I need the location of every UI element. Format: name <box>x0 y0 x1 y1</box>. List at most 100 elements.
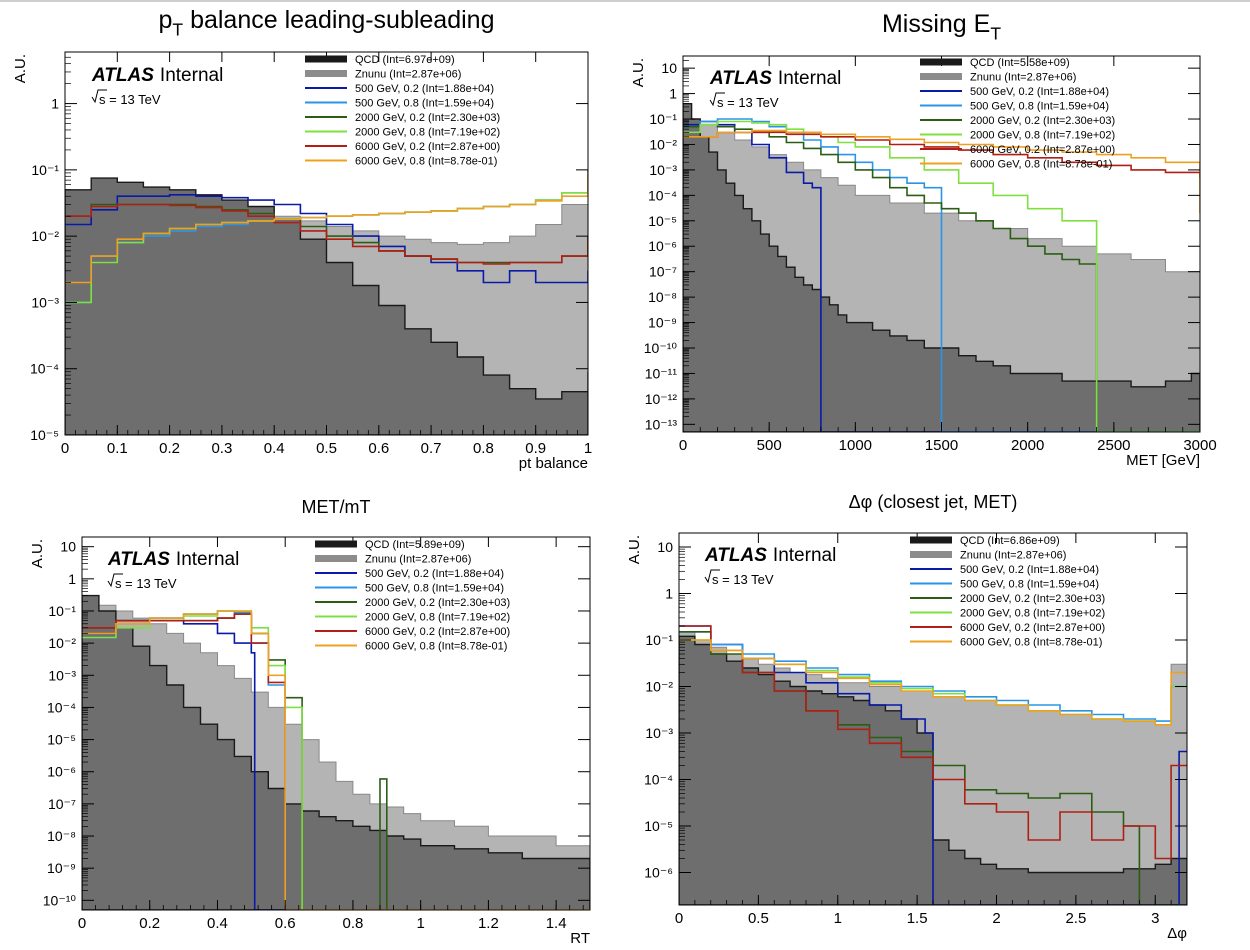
x-tick-label: 0.8 <box>473 440 494 457</box>
y-tick-label: 10⁻⁶ <box>644 864 673 880</box>
y-axis-label: A.U. <box>29 539 46 568</box>
x-tick-label: 0.4 <box>264 440 285 457</box>
sqrt-icon <box>709 92 725 107</box>
series-s6000-08-line <box>683 129 1200 214</box>
legend-entry-s500-08: 500 GeV, 0.8 (Int=1.59e+04) <box>960 579 1099 591</box>
y-tick-label: 10⁻⁸ <box>47 828 76 844</box>
legend-entry-s2000-02: 2000 GeV, 0.2 (Int=2.30e+03) <box>355 112 500 124</box>
plot-area <box>65 169 588 435</box>
legend: QCD (Int=5.58e+09) Znunu (Int=2.87e+06) 50… <box>920 57 1115 171</box>
y-tick-label: 1 <box>665 585 673 601</box>
y-tick-label: 1 <box>669 86 677 102</box>
atlas-label-bold: ATLAS <box>704 545 767 566</box>
series-qcd-area <box>683 103 1200 432</box>
y-tick-label: 10⁻² <box>649 136 677 152</box>
x-tick-label: 1.2 <box>478 915 499 932</box>
energy-label-text: s = 13 TeV <box>717 95 779 110</box>
legend: QCD (Int=6.86e+09) Znunu (Int=2.87e+06) 50… <box>910 535 1105 649</box>
chart-title-sub: T <box>990 24 1001 44</box>
energy-label-text: s = 13 TeV <box>99 92 161 107</box>
y-tick-label: 10⁻⁷ <box>649 264 677 280</box>
x-tick-label: 1 <box>834 910 842 927</box>
x-tick-label: 0.3 <box>211 440 232 457</box>
legend-entry-znunu: Znunu (Int=2.87e+06) <box>355 69 461 81</box>
y-tick-label: 10⁻⁴ <box>648 187 677 203</box>
y-tick-label: 10⁻¹ <box>649 111 677 127</box>
chart-title: MET/mT <box>302 497 371 517</box>
plot-area <box>82 594 590 910</box>
legend-entry-qcd: QCD (Int=5.58e+09) <box>970 57 1070 69</box>
x-tick-label: 0.7 <box>421 440 442 457</box>
y-tick-label: 10⁻³ <box>48 667 76 683</box>
y-tick-label: 10⁻⁵ <box>648 213 677 229</box>
x-tick-label: 1 <box>584 440 592 457</box>
x-tick-label: 0 <box>61 440 69 457</box>
chart-title: Missing ET <box>882 10 1001 44</box>
series-qcd-area <box>65 177 588 435</box>
x-tick-label: 0 <box>675 910 683 927</box>
x-tick-label: 0.4 <box>207 915 228 932</box>
y-tick-label: 10⁻¹¹ <box>645 365 678 381</box>
y-tick-label: 10 <box>657 539 673 555</box>
legend-entry-s6000-08: 6000 GeV, 0.8 (Int=8.78e-01) <box>365 641 507 653</box>
x-tick-label: 0.2 <box>139 915 160 932</box>
y-tick-label: 10⁻¹ <box>645 632 673 648</box>
x-tick-label: 2.5 <box>1065 910 1086 927</box>
y-tick-label: 10⁻⁴ <box>644 771 673 787</box>
y-tick-label: 10⁻³ <box>649 162 677 178</box>
energy-label: s = 13 TeV <box>709 92 779 110</box>
x-tick-label: 2500 <box>1097 437 1130 454</box>
x-tick-label: 1 <box>416 915 424 932</box>
y-tick-label: 10⁻⁶ <box>648 238 677 254</box>
sqrt-icon <box>107 573 123 588</box>
series-qcd-area <box>82 594 590 910</box>
legend-entry-s500-02: 500 GeV, 0.2 (Int=1.88e+04) <box>970 86 1109 98</box>
y-tick-label: 10⁻¹⁰ <box>43 892 77 908</box>
legend-entry-qcd: QCD (Int=6.86e+09) <box>960 535 1060 547</box>
legend-entry-s2000-08: 2000 GeV, 0.8 (Int=7.19e+02) <box>960 608 1105 620</box>
x-tick-label: 0.8 <box>343 915 364 932</box>
y-tick-label: 10⁻¹² <box>645 391 678 407</box>
y-axis-label: A.U. <box>12 54 29 83</box>
atlas-label-bold: ATLAS <box>91 65 154 86</box>
x-axis-label: Δφ <box>1167 925 1187 942</box>
x-tick-label: 1000 <box>839 437 872 454</box>
y-tick-label: 10⁻³ <box>645 725 673 741</box>
y-tick-label: 10⁻⁹ <box>648 315 677 331</box>
energy-label: s = 13 TeV <box>91 89 161 107</box>
x-tick-label: 2 <box>992 910 1000 927</box>
y-tick-label: 10 <box>661 60 677 76</box>
atlas-label-suffix: Internal <box>176 549 239 570</box>
series-s500-02-line <box>683 120 1200 432</box>
x-tick-label: 0.5 <box>316 440 337 457</box>
x-tick-label: 2000 <box>1011 437 1044 454</box>
chart-title: pT balance leading-subleading <box>159 6 495 40</box>
legend-entry-s2000-08: 2000 GeV, 0.8 (Int=7.19e+02) <box>365 612 510 624</box>
series-s6000-02-line <box>65 203 588 265</box>
energy-label: s = 13 TeV <box>107 573 177 591</box>
y-tick-label: 10⁻² <box>31 228 59 244</box>
series-s6000-08-line <box>679 639 1187 726</box>
atlas-label: ATLAS Internal <box>107 549 239 570</box>
y-tick-label: 1 <box>51 96 59 112</box>
series-s2000-08-line <box>683 120 1200 432</box>
chart-title-main: p <box>159 6 173 34</box>
y-tick-label: 1 <box>68 571 76 587</box>
legend-entry-s6000-08: 6000 GeV, 0.8 (Int=8.78e-01) <box>970 159 1112 171</box>
legend-entry-s6000-02: 6000 GeV, 0.2 (Int=2.87e+00) <box>355 141 500 153</box>
plot-area <box>683 103 1200 432</box>
legend: QCD (Int=5.89e+09) Znunu (Int=2.87e+06) 50… <box>315 539 510 653</box>
legend-entry-s500-02: 500 GeV, 0.2 (Int=1.88e+04) <box>355 83 494 95</box>
y-tick-label: 10⁻⁸ <box>648 289 677 305</box>
x-tick-label: 1.4 <box>546 915 567 932</box>
x-tick-label: 0.6 <box>275 915 296 932</box>
atlas-label: ATLAS Internal <box>709 68 841 89</box>
y-tick-label: 10⁻¹ <box>48 603 76 619</box>
x-tick-label: 0 <box>679 437 687 454</box>
legend-entry-s6000-08: 6000 GeV, 0.8 (Int=8.78e-01) <box>960 637 1102 649</box>
y-axis-label: A.U. <box>630 58 647 87</box>
chart-delta-phi: Δφ (closest jet, MET) 0 0.5 1 1.5 2 2.5 3 10⁻⁶ 10… <box>626 492 1188 942</box>
y-tick-label: 10⁻¹³ <box>645 416 678 432</box>
x-axis-label: pt balance <box>519 455 588 472</box>
